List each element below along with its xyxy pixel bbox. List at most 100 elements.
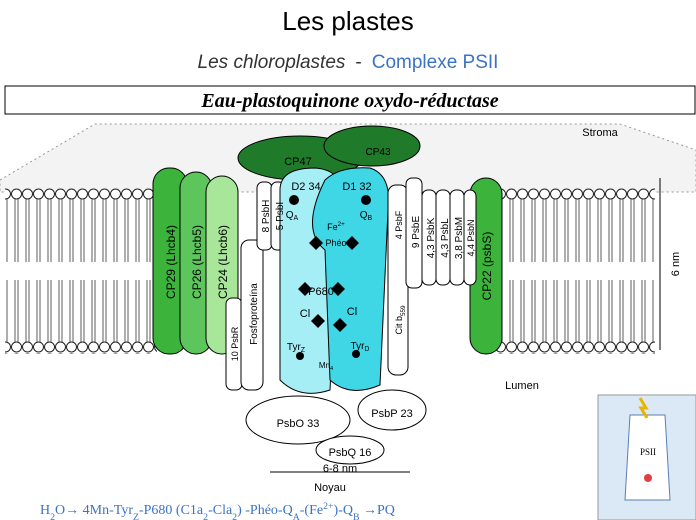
inset-psii: [624, 414, 671, 501]
text-part: -P680 (C1a: [139, 503, 204, 518]
cofactors: [289, 195, 371, 360]
text-part: CP29 (Lhcb4): [164, 225, 178, 299]
text-part: -(Fe: [300, 503, 323, 518]
diagram-label: 4,4 PsbN: [466, 219, 476, 256]
subscript: D: [364, 346, 369, 353]
diagram-label: 6-8 nm: [323, 463, 357, 475]
diagram-label: TyrZ: [287, 342, 306, 355]
subscript: A: [294, 215, 299, 222]
text-part: 5 PsbI: [275, 202, 286, 230]
diagram-label: QA: [286, 210, 299, 223]
text-part: ) -Phéo-Q: [237, 503, 293, 518]
lipid-bilayer-left: [5, 188, 157, 354]
text-part: 3,8 PsbM: [454, 217, 465, 259]
text-part: 10 PsbR: [230, 326, 240, 361]
diagram-label: Fe2+: [327, 221, 345, 232]
text-part: Stroma: [582, 127, 618, 139]
cp43: [323, 125, 421, 167]
diagram-label: Cl: [347, 306, 357, 318]
subscript: Z: [301, 347, 306, 354]
text-part: PsbQ 16: [329, 447, 372, 459]
text-part: O→ 4Mn-Tyr: [55, 503, 133, 518]
diagram-label: D2 34: [291, 181, 320, 193]
phosphoprotein: [240, 239, 264, 391]
inset-label: PSII: [640, 447, 656, 457]
diagram-label: 5 PsbI: [275, 202, 286, 230]
diagram-label: Cit b559: [394, 305, 407, 335]
diagram-label: Cl: [300, 308, 310, 320]
subscript: B: [353, 512, 360, 520]
text-part: Lumen: [505, 380, 539, 392]
text-part: Fosfoproteína: [249, 283, 260, 345]
inset-marker: [644, 474, 652, 482]
text-part: D1 32: [342, 181, 371, 193]
text-part: -Cla: [208, 503, 233, 518]
diagram-label: PsbP 23: [371, 408, 412, 420]
banner: Eau-plastoquinone oxydo-réductase: [200, 90, 498, 112]
diagram-label: 10 PsbR: [230, 326, 240, 361]
text-part: Tyr: [287, 342, 302, 353]
diagram-label: 9 PsbE: [411, 216, 422, 249]
diagram-label: Mn4: [319, 361, 333, 372]
subscript: 4: [330, 366, 333, 372]
text-part: Tyr: [351, 341, 366, 352]
separator: -: [355, 52, 361, 73]
diagram-label: TyrD: [351, 341, 370, 354]
lipid-bilayer-right: [495, 188, 655, 354]
diagram-label: CP26 (Lhcb5): [190, 225, 204, 299]
diagram-label: CP24 (Lhcb6): [216, 225, 230, 299]
subscript: 2: [50, 512, 55, 520]
text-part: CP43: [365, 147, 390, 158]
diagram-label: PsbQ 16: [329, 447, 372, 459]
text-part: →PQ: [360, 503, 395, 518]
psbn: [463, 189, 477, 286]
text-part: Cl: [347, 306, 357, 318]
text-part: PsbO 33: [277, 418, 320, 430]
text-part: Q: [360, 210, 368, 221]
text-part: Noyau: [314, 482, 346, 494]
text-part: Cl: [300, 308, 310, 320]
text-part: 6 nm: [670, 252, 682, 276]
diagram-label: CP29 (Lhcb4): [164, 225, 178, 299]
diagram-label: Fosfoproteína: [249, 283, 260, 345]
text-part: H: [40, 503, 50, 518]
subscript: 2: [232, 512, 237, 520]
text-part: PsbP 23: [371, 408, 412, 420]
title: Les plastes: [282, 6, 414, 36]
diagram-label: Lumen: [505, 380, 539, 392]
banner-box: [4, 85, 696, 115]
subtitle-main: Les chloroplastes: [198, 52, 346, 73]
diagram-label: Phéo: [325, 238, 346, 248]
diagram-label: P680: [308, 286, 334, 298]
subscript: 2: [203, 512, 208, 520]
d1: [312, 167, 390, 391]
inset-light: [638, 397, 649, 419]
subscript: A: [293, 512, 300, 520]
text-part: D2 34: [291, 181, 320, 193]
diagram-label: Noyau: [314, 482, 346, 494]
text-part: CP26 (Lhcb5): [190, 225, 204, 299]
diagram-label: 8 PsbH: [261, 200, 272, 233]
subscript: Z: [133, 512, 139, 520]
diagram-label: D1 32: [342, 181, 371, 193]
diagram-label: QB: [360, 210, 373, 223]
topic: Complexe PSII: [372, 52, 499, 73]
superscript: 2+: [338, 221, 346, 228]
diagram-label: PsbO 33: [277, 418, 320, 430]
psbp: [357, 389, 427, 431]
text-part: 4 PsbF: [394, 210, 404, 239]
text-part: Fe: [327, 222, 338, 232]
diagram-label: 3,8 PsbM: [454, 217, 465, 259]
text-part: CP47: [284, 156, 312, 168]
text-part: Cit b: [394, 316, 404, 335]
diagram-label: CP43: [365, 147, 390, 158]
text-part: Q: [286, 210, 294, 221]
text-part: 9 PsbE: [411, 216, 422, 249]
formula: H2O→ 4Mn-TyrZ-P680 (C1a2-Cla2) -Phéo-QA-…: [40, 501, 395, 520]
subscript: B: [368, 215, 373, 222]
text-part: CP22 (psbS): [480, 232, 494, 301]
diagram-label: 4,3 PsbL: [440, 218, 451, 258]
diagram-label: 4,3 PsbK: [426, 217, 437, 258]
